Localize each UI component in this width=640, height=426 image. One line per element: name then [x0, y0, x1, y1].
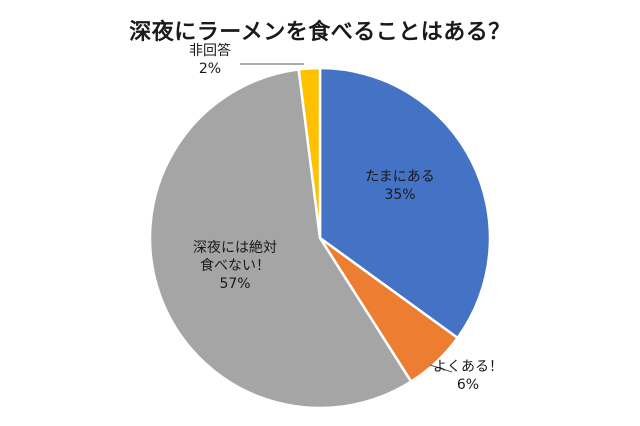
leader-line-2	[429, 364, 453, 373]
chart-title: 深夜にラーメンを食べることはある？	[129, 20, 511, 45]
slice-label-2: よくある！ 6%	[433, 359, 503, 393]
pie-slice-4	[297, 66, 322, 239]
pie-slice-3	[148, 67, 413, 410]
slice-label-3: 深夜には絶対食べない！ 57%	[193, 240, 277, 292]
pie-slice-1	[318, 66, 492, 340]
slice-label-1: たまにある 35%	[365, 169, 435, 203]
slice-label-4: 非回答 2%	[189, 42, 231, 77]
